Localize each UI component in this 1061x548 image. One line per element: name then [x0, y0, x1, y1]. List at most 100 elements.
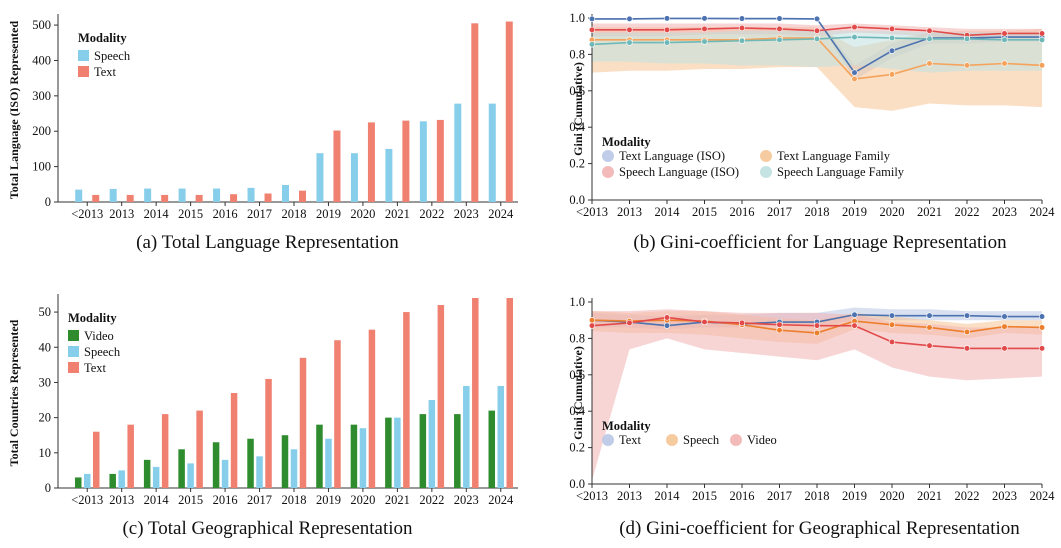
x-tick-label: 2019: [842, 489, 867, 503]
bar-speech-2023: [463, 385, 470, 488]
point-text-language-family-2024: [1038, 62, 1046, 69]
legend-label-text: Text: [94, 65, 117, 79]
x-tick-label: 2024: [1030, 205, 1056, 219]
point-video-2014: [663, 314, 671, 321]
panel-c: 0 10 20 30 40 50 <2013 2013 2014 2015 2016 2017 2018…: [0, 282, 530, 512]
bar-speech-2016: [213, 188, 221, 202]
x-tick-label: 2022: [419, 493, 444, 507]
bar-text-2014: [161, 194, 169, 202]
bar-speech-2021: [385, 148, 393, 202]
point-speech-language-iso--2014: [663, 26, 671, 33]
x-tick-label: 2015: [692, 205, 717, 219]
legend-c: Modality Video Speech Text: [68, 311, 121, 375]
bar-text-2019: [334, 340, 341, 488]
bar-text-2023: [471, 23, 479, 202]
point-speech-language-family-2024: [1038, 36, 1046, 43]
legend-title: Modality: [602, 419, 651, 433]
axes-a: 0 100 200 300 400 500 <2013 2013 2014 2015 2016 201…: [7, 14, 518, 221]
y-tick-label: 0.0: [569, 477, 585, 491]
y-tick-label: 0: [45, 195, 51, 209]
caption-a: (a) Total Language Representation: [136, 232, 399, 253]
x-tick-label: 2020: [880, 205, 905, 219]
panel-b: 0.0 0.2 0.4 0.6 0.8 1.0 <2013 2013 2014 2015 2016 2…: [530, 0, 1061, 230]
x-tick-label: 2019: [316, 207, 341, 221]
y-axis-title: Total Countries Represented: [7, 319, 21, 466]
point-speech-language-family-2020: [888, 34, 896, 42]
point-text-language-iso--2015: [701, 15, 708, 22]
legend-label-video: Video: [84, 329, 114, 343]
axes-b: 0.0 0.2 0.4 0.6 0.8 1.0 <2013 2013 2014 2015 2016 2…: [569, 11, 1055, 219]
point-video-2016: [738, 319, 746, 327]
x-tick-label: 2016: [730, 205, 755, 219]
bar-video-2022: [419, 414, 427, 488]
point-speech-2023: [1001, 323, 1008, 330]
bar-text-2024: [505, 21, 513, 202]
bar-video-2018: [281, 435, 289, 488]
y-tick-label: 500: [32, 18, 51, 32]
legend-label-text-language-family: Text Language Family: [777, 149, 891, 163]
y-tick-label: 0.8: [569, 47, 585, 61]
y-tick-label: 10: [39, 446, 52, 460]
y-tick-label: 0.4: [569, 404, 585, 418]
legend-label-text: Text: [619, 433, 642, 447]
point-text-2020: [888, 312, 896, 319]
legend-marker-speech-language-iso-: [602, 166, 614, 178]
point-speech-language-iso--lt2013: [588, 26, 596, 33]
x-tick-label: 2022: [419, 207, 444, 221]
x-tick-label: 2015: [178, 207, 203, 221]
legend-label-text-language-iso-: Text Language (ISO): [619, 149, 725, 163]
caption-d: (d) Gini-coefficient for Geographical Re…: [619, 518, 1020, 539]
legend-marker-speech-language-family: [760, 166, 772, 178]
y-tick-label: 300: [32, 89, 51, 103]
bar-text-2019: [333, 130, 341, 202]
legend-swatch-speech: [78, 50, 89, 61]
point-speech-language-iso--2024: [1038, 30, 1046, 37]
point-text-2019: [851, 311, 858, 318]
legend-title: Modality: [68, 311, 117, 325]
bar-speech-2015: [187, 463, 194, 488]
point-speech-language-family-2013: [626, 39, 633, 46]
bar-speech-2022: [419, 121, 427, 202]
x-tick-label: 2023: [992, 205, 1017, 219]
bar-speech-2015: [178, 188, 186, 202]
point-video-2022: [963, 345, 971, 352]
point-text-language-iso--2017: [776, 15, 783, 22]
point-speech-language-iso--2020: [888, 25, 896, 33]
bar-speech-2021: [394, 417, 401, 488]
x-tick-label: 2015: [178, 493, 203, 507]
y-tick-label: 1.0: [569, 11, 585, 25]
legend-marker-text-language-family: [760, 150, 772, 162]
y-tick-label: 0.4: [569, 120, 585, 134]
x-tick-label: 2018: [805, 205, 830, 219]
x-tick-label: 2023: [454, 207, 479, 221]
chart-b: 0.0 0.2 0.4 0.6 0.8 1.0 <2013 2013 2014 2015 2016 2…: [569, 11, 1055, 219]
bar-text-2024: [506, 298, 514, 488]
point-video-2013: [626, 319, 633, 327]
bar-speech-2014: [144, 188, 152, 202]
legend-marker-video: [730, 434, 742, 446]
y-tick-label: 50: [39, 305, 52, 319]
point-speech-language-family-2021: [926, 35, 933, 43]
bar-speech-2020: [350, 153, 358, 202]
point-speech-language-iso--2019: [851, 24, 858, 31]
point-text-language-iso--2014: [663, 15, 671, 22]
point-text-language-family-2021: [926, 60, 933, 67]
point-text-language-iso--2013: [626, 15, 633, 23]
point-text-language-family-2019: [851, 75, 858, 83]
point-video-2015: [701, 318, 708, 326]
point-speech-2021: [926, 324, 933, 331]
x-tick-label: <2013: [71, 207, 103, 221]
point-speech-2022: [963, 328, 971, 336]
point-text-language-family-2023: [1001, 60, 1008, 67]
y-tick-label: 1.0: [569, 295, 585, 309]
y-tick-label: 200: [32, 124, 51, 138]
bar-video-lt2013: [74, 477, 82, 488]
point-text-2022: [963, 312, 971, 319]
y-tick-label: 0.6: [569, 368, 585, 382]
bar-text-2016: [230, 194, 238, 202]
bar-speech-2018: [290, 449, 298, 488]
x-tick-label: 2024: [1030, 489, 1056, 503]
x-tick-label: 2021: [917, 489, 942, 503]
point-speech-language-family-2019: [851, 34, 858, 41]
